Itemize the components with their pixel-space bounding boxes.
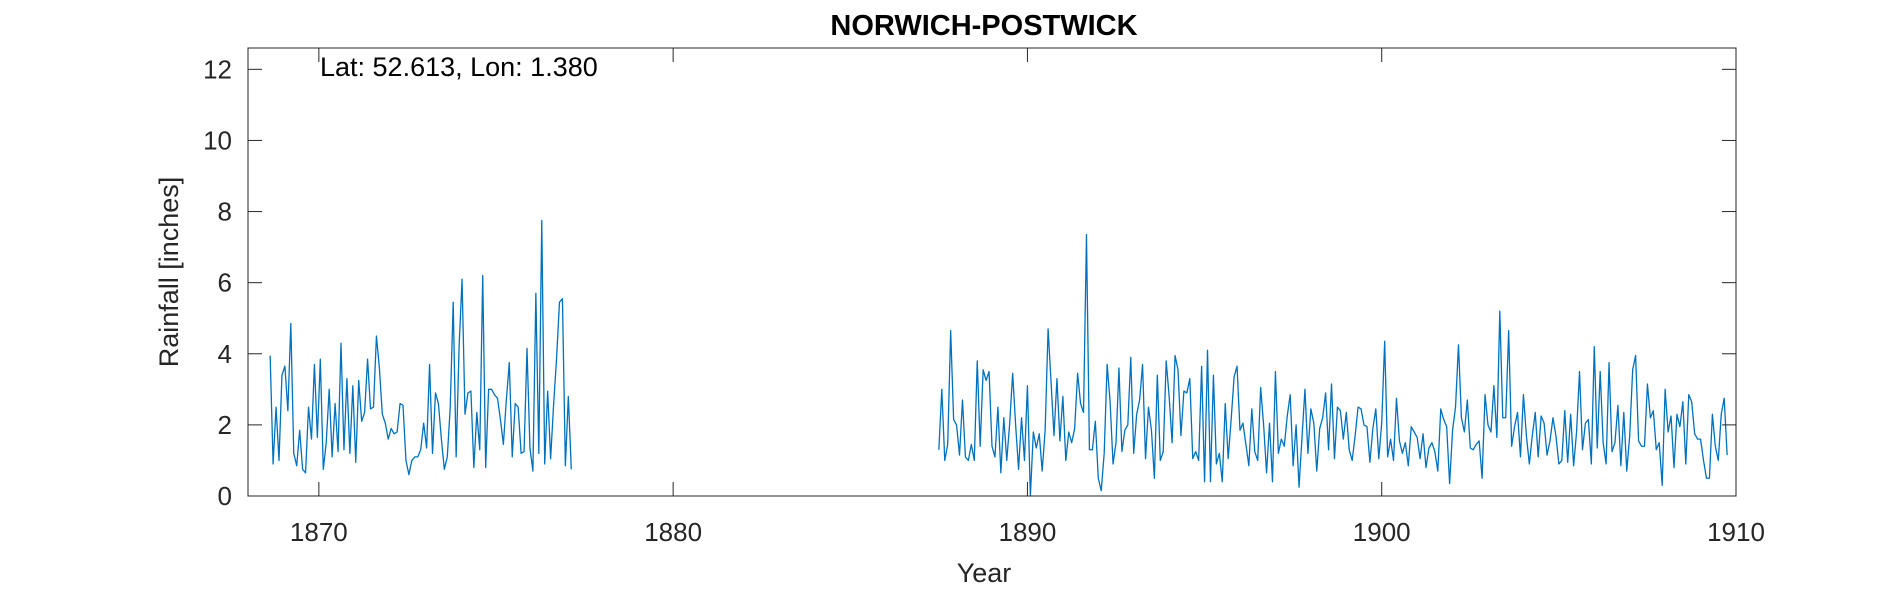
x-axis-title: Year xyxy=(957,558,1012,588)
x-tick-label: 1880 xyxy=(644,517,702,547)
x-tick-label: 1890 xyxy=(999,517,1057,547)
station-coordinates-annotation: Lat: 52.613, Lon: 1.380 xyxy=(320,52,598,82)
y-axis-title: Rainfall [inches] xyxy=(154,177,184,368)
rainfall-series-line-segment-1 xyxy=(938,234,1728,497)
y-tick-label: 10 xyxy=(203,125,232,155)
y-tick-label: 0 xyxy=(218,481,232,511)
x-axis: 1870 1880 1890 1900 1910 xyxy=(290,48,1765,547)
x-tick-label: 1900 xyxy=(1353,517,1411,547)
x-tick-label: 1910 xyxy=(1707,517,1765,547)
y-tick-label: 8 xyxy=(218,197,232,227)
y-tick-label: 2 xyxy=(218,410,232,440)
y-tick-label: 12 xyxy=(203,54,232,84)
y-axis: 0 2 4 6 8 10 12 xyxy=(203,54,1736,511)
y-tick-label: 4 xyxy=(218,339,232,369)
x-tick-label: 1870 xyxy=(290,517,348,547)
chart-title: NORWICH-POSTWICK xyxy=(830,10,1137,42)
rainfall-series xyxy=(269,219,1728,497)
plot-frame xyxy=(247,47,1737,497)
y-tick-label: 6 xyxy=(218,268,232,298)
rainfall-series-line-segment-0 xyxy=(269,219,572,476)
